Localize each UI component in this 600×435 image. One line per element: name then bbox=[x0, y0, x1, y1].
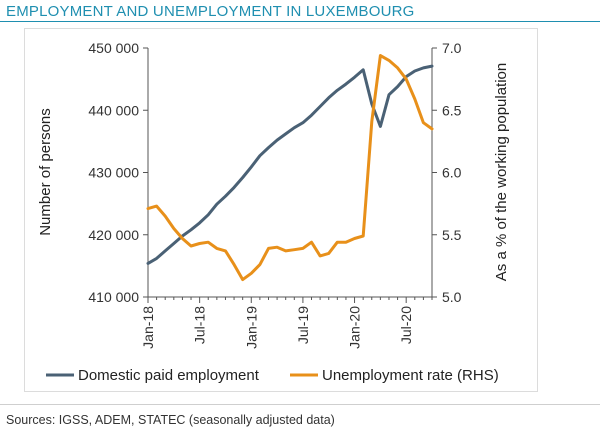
legend-label-employment: Domestic paid employment bbox=[78, 367, 260, 384]
chart-frame bbox=[24, 28, 538, 392]
chart-series bbox=[146, 54, 434, 282]
right-tick-label: 5.5 bbox=[442, 227, 462, 243]
legend: Domestic paid employment Unemployment ra… bbox=[46, 367, 499, 384]
x-tick-label: Jan-19 bbox=[243, 306, 259, 349]
x-tick-label: Jan-20 bbox=[347, 306, 363, 349]
left-tick-label: 430 000 bbox=[88, 165, 139, 181]
right-tick-label: 7.0 bbox=[442, 40, 462, 56]
left-tick-label: 420 000 bbox=[88, 227, 139, 243]
left-tick-label: 410 000 bbox=[88, 289, 139, 305]
right-tick-label: 5.0 bbox=[442, 289, 462, 305]
right-tick-label: 6.0 bbox=[442, 165, 462, 181]
series-line-employment bbox=[146, 64, 434, 265]
left-tick-label: 450 000 bbox=[88, 40, 139, 56]
source-rule bbox=[0, 404, 600, 405]
title-rule bbox=[0, 21, 600, 22]
legend-label-unemployment: Unemployment rate (RHS) bbox=[322, 367, 499, 384]
x-tick-label: Jul-19 bbox=[295, 306, 311, 344]
left-tick-label: 440 000 bbox=[88, 102, 139, 118]
series-line-unemployment bbox=[146, 54, 434, 282]
x-tick-label: Jul-20 bbox=[398, 306, 414, 344]
chart-title: EMPLOYMENT AND UNEMPLOYMENT IN LUXEMBOUR… bbox=[6, 3, 415, 20]
right-axis-title: As a % of the working population bbox=[493, 63, 510, 281]
chart-axes: 410 000 420 000 430 000 440 000 450 000 5.0 5.… bbox=[88, 40, 461, 349]
left-axis-title: Number of persons bbox=[37, 108, 54, 236]
right-tick-label: 6.5 bbox=[442, 102, 462, 118]
x-tick-label: Jul-18 bbox=[192, 306, 208, 344]
x-tick-label: Jan-18 bbox=[140, 306, 156, 349]
source-note: Sources: IGSS, ADEM, STATEC (seasonally … bbox=[6, 413, 335, 427]
